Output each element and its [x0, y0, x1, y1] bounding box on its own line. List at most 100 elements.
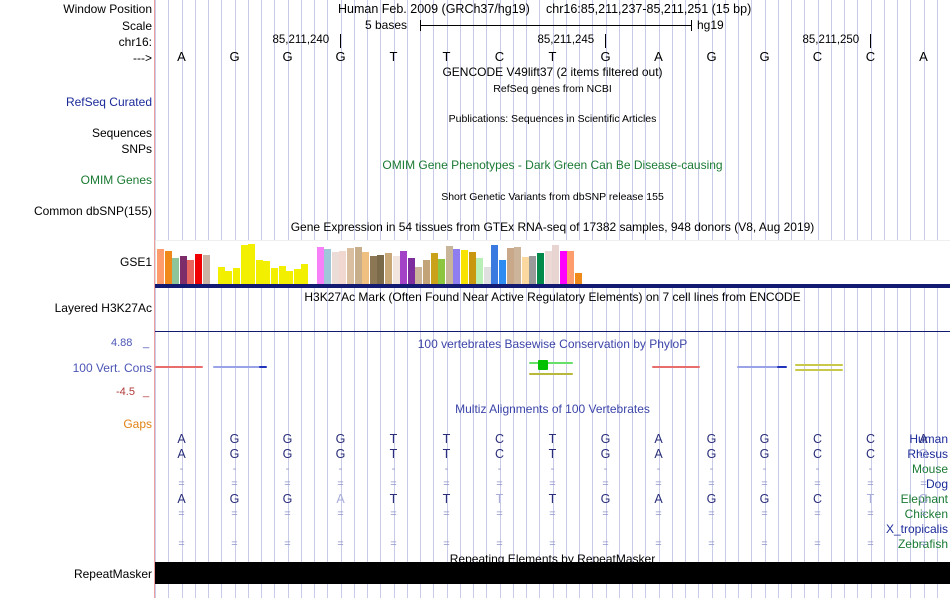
gtex-tissue-bar[interactable] — [461, 249, 468, 284]
alignment-base: A — [919, 432, 928, 446]
gtex-tissue-bar[interactable] — [347, 247, 354, 284]
track-label-refseq-curated[interactable]: RefSeq Curated — [65, 95, 152, 109]
alignment-gap: - — [921, 463, 926, 475]
gtex-tissue-bar[interactable] — [483, 267, 491, 284]
gtex-tissue-bar[interactable] — [575, 272, 582, 284]
track-label-gaps[interactable]: Gaps — [123, 417, 152, 431]
gtex-tissue-bar[interactable] — [400, 250, 408, 284]
alignment-species-label[interactable]: Human — [909, 432, 948, 446]
gtex-tissue-bar[interactable] — [293, 269, 301, 284]
alignment-base: A — [336, 492, 345, 506]
repeatmasker-bar[interactable] — [155, 562, 950, 584]
gtex-tissue-bar[interactable] — [164, 250, 172, 284]
gtex-tissue-bar[interactable] — [377, 255, 385, 284]
gtex-tissue-bar[interactable] — [552, 244, 560, 284]
track-label-gse1[interactable]: GSE1 — [119, 255, 152, 269]
gtex-tissue-bar[interactable] — [506, 247, 514, 284]
gtex-tissue-bar[interactable] — [407, 257, 415, 284]
gtex-tissue-bar[interactable] — [521, 257, 529, 284]
gtex-tissue-bar[interactable] — [286, 270, 294, 284]
track-label-snps[interactable]: SNPs — [121, 142, 152, 156]
gtex-tissue-bar[interactable] — [445, 245, 453, 284]
gtex-tissue-bar[interactable] — [415, 267, 423, 284]
gtex-tissue-bar[interactable] — [514, 246, 522, 284]
gtex-tissue-bar[interactable] — [225, 270, 233, 284]
gtex-tissue-bar[interactable] — [491, 244, 499, 284]
gtex-tissue-bar[interactable] — [202, 255, 210, 284]
alignment-species-label[interactable]: X_tropicalis — [885, 522, 948, 536]
alignment-gap: = — [178, 538, 185, 550]
gtex-tissue-bar[interactable] — [438, 258, 446, 284]
gtex-tissue-bar[interactable] — [255, 259, 263, 284]
gtex-tissue-bar[interactable] — [476, 257, 484, 284]
alignment-species-label[interactable]: Zebrafish — [897, 537, 948, 551]
alignment-gap: = — [602, 538, 609, 550]
track-label-common-dbsnp[interactable]: Common dbSNP(155) — [33, 204, 152, 218]
alignment-species-label[interactable]: Mouse — [911, 462, 948, 476]
track-label-layered-h3k27ac[interactable]: Layered H3K27Ac — [54, 301, 152, 315]
alignment-base: C — [494, 432, 505, 446]
alignment-gap: = — [178, 478, 185, 490]
gtex-tissue-bar[interactable] — [423, 259, 430, 284]
h3k27ac-baseline — [155, 331, 950, 332]
gtex-tissue-bar[interactable] — [499, 259, 506, 284]
phylop-score-bar — [652, 366, 700, 368]
ruler-coordinate-label: 85,211,240 — [272, 34, 330, 46]
gtex-tissue-bar[interactable] — [240, 244, 248, 284]
alignment-gap: = — [496, 538, 503, 550]
gtex-tissue-bar[interactable] — [430, 253, 438, 284]
track-label-repeatmasker[interactable]: RepeatMasker — [73, 567, 152, 581]
gtex-tissue-bar[interactable] — [301, 263, 309, 284]
alignment-base: C — [865, 432, 876, 446]
alignment-base: T — [389, 432, 398, 446]
phylop-score-bar — [795, 364, 843, 366]
track-label-100-vert-cons[interactable]: 100 Vert. Cons — [72, 361, 152, 375]
alignment-base: A — [654, 447, 663, 461]
gtex-tissue-bar[interactable] — [354, 246, 362, 284]
gtex-tissue-bar[interactable] — [339, 251, 347, 284]
conservation-min-label: -4.5 — [116, 386, 135, 398]
phylop-score-bar — [259, 366, 267, 368]
gtex-tissue-bar[interactable] — [392, 256, 400, 284]
conservation-max-label: 4.88 — [111, 337, 133, 349]
phylop-conservation-plot[interactable] — [155, 336, 950, 396]
gtex-tissue-bar[interactable] — [217, 267, 225, 284]
gtex-tissue-bar[interactable] — [537, 253, 544, 284]
alignment-species-label[interactable]: Elephant — [900, 492, 948, 506]
gtex-tissue-bar[interactable] — [385, 253, 392, 284]
gtex-tissue-bar[interactable] — [529, 256, 537, 284]
alignment-species-label[interactable]: Dog — [925, 477, 948, 491]
gtex-tissue-bar[interactable] — [195, 254, 202, 284]
alignment-gap: = — [602, 508, 609, 520]
alignment-species-label[interactable]: Rhesus — [907, 447, 948, 461]
gtex-tissue-bar[interactable] — [233, 268, 240, 284]
track-label-sequences[interactable]: Sequences — [91, 126, 152, 140]
gtex-tissue-bar[interactable] — [567, 250, 575, 284]
gtex-tissue-bar[interactable] — [179, 256, 187, 284]
gtex-tissue-bar[interactable] — [324, 248, 332, 284]
gtex-tissue-bar[interactable] — [453, 248, 461, 284]
gtex-tissue-bar[interactable] — [559, 251, 567, 284]
alignment-base: T — [442, 432, 451, 446]
alignment-base: G — [229, 492, 240, 506]
alignment-base: T — [389, 492, 398, 506]
gtex-tissue-bar[interactable] — [157, 248, 164, 284]
gtex-tissue-bar[interactable] — [369, 256, 377, 284]
alignment-gap: = — [390, 478, 397, 490]
gtex-tissue-bar[interactable] — [468, 252, 476, 284]
gtex-tissue-bar[interactable] — [278, 266, 286, 284]
gtex-expression-barchart[interactable] — [155, 240, 950, 288]
track-label-omim-genes[interactable]: OMIM Genes — [80, 173, 152, 187]
gtex-tissue-bar[interactable] — [248, 244, 256, 284]
gtex-tissue-bar[interactable] — [271, 268, 278, 284]
gtex-tissue-bar[interactable] — [316, 246, 324, 284]
gtex-tissue-bar[interactable] — [331, 252, 339, 284]
gtex-tissue-bar[interactable] — [362, 252, 370, 284]
gtex-tissue-bar[interactable] — [263, 260, 271, 284]
window-position-coords: chr16:85,211,237-85,211,251 (15 bp) — [546, 2, 752, 16]
gtex-tissue-bar[interactable] — [187, 259, 195, 284]
alignment-species-label[interactable]: Chicken — [904, 507, 948, 521]
gtex-tissue-bar[interactable] — [172, 257, 180, 284]
alignment-gap: - — [815, 463, 820, 475]
gtex-tissue-bar[interactable] — [544, 251, 552, 284]
